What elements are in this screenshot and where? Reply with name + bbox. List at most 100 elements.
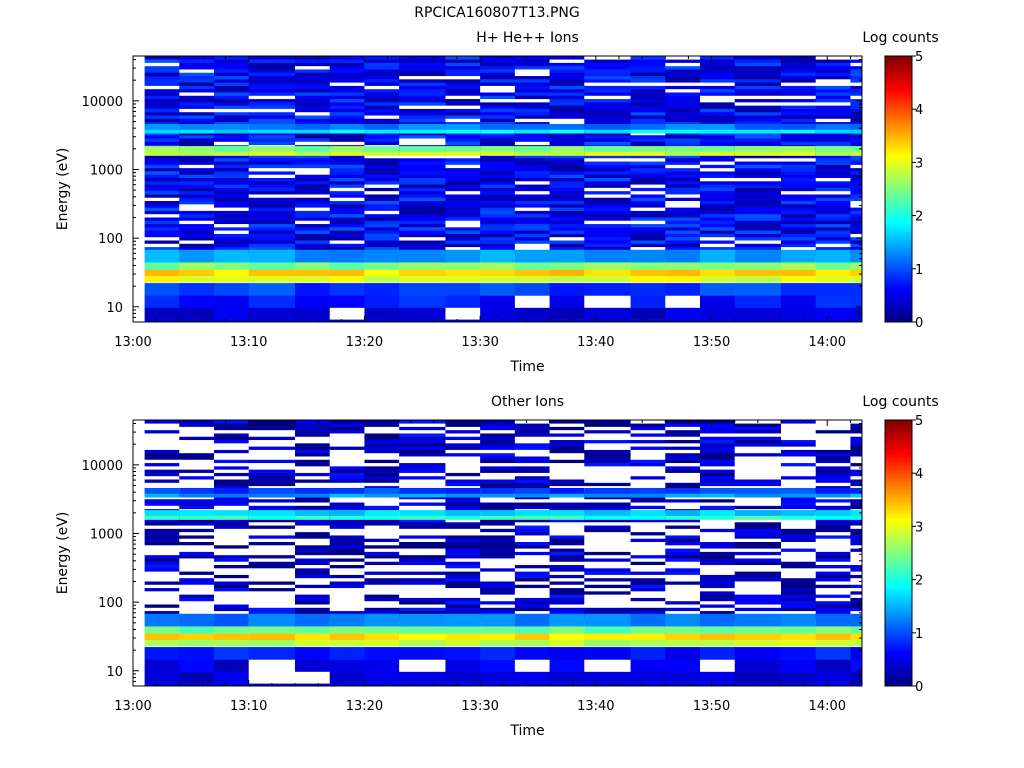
heatmap-cell xyxy=(665,429,701,434)
heatmap-cell xyxy=(399,105,446,109)
colorbar-swatch xyxy=(885,228,912,233)
heatmap-band-cell xyxy=(850,510,863,516)
heatmap-band-cell xyxy=(781,146,817,152)
heatmap-cell xyxy=(734,433,782,437)
heatmap-cell xyxy=(144,108,180,113)
heatmap-cell xyxy=(815,439,851,444)
heatmap-cell xyxy=(364,459,400,464)
heatmap-cell xyxy=(364,65,400,70)
heatmap-band-cell xyxy=(329,647,365,660)
heatmap-cell xyxy=(364,62,400,67)
heatmap-cell xyxy=(480,82,516,86)
heatmap-cell xyxy=(630,217,666,221)
heatmap-cell xyxy=(329,558,365,562)
x-tick-label: 13:20 xyxy=(346,699,383,714)
heatmap-cell xyxy=(665,72,701,77)
colorbar-tick-label: 2 xyxy=(915,210,923,225)
heatmap-cell xyxy=(514,187,551,192)
colorbar-tick-label: 0 xyxy=(915,316,923,331)
heatmap-cell xyxy=(815,102,851,106)
heatmap-band-cell xyxy=(734,249,782,263)
heatmap-cell xyxy=(549,469,585,473)
heatmap-cell xyxy=(815,604,851,608)
heatmap-cell xyxy=(665,528,701,533)
heatmap-cell xyxy=(179,502,215,506)
heatmap-cell xyxy=(630,525,666,529)
heatmap-cell xyxy=(295,177,331,182)
heatmap-cell xyxy=(781,554,817,559)
heatmap-cell xyxy=(214,220,250,225)
heatmap-cell xyxy=(399,210,446,215)
colorbar-swatch xyxy=(885,311,912,315)
heatmap-cell xyxy=(329,197,365,202)
colorbar-frame xyxy=(884,419,913,687)
heatmap-cell xyxy=(214,683,250,686)
heatmap-band-cell xyxy=(480,514,516,520)
heatmap-cell xyxy=(445,433,481,437)
heatmap-cell xyxy=(399,65,446,70)
colorbar-swatch xyxy=(885,563,912,567)
heatmap-cell xyxy=(295,564,331,569)
heatmap-cell xyxy=(445,161,481,165)
heatmap-band-cell xyxy=(364,249,400,263)
heatmap-cell xyxy=(295,577,331,582)
heatmap-cell xyxy=(549,683,585,686)
heatmap-cell xyxy=(248,233,296,238)
heatmap-cell xyxy=(815,69,851,73)
heatmap-cell xyxy=(734,161,782,165)
colorbar-swatch xyxy=(885,141,912,145)
heatmap-cell xyxy=(214,498,250,503)
heatmap-cell xyxy=(781,220,817,225)
heatmap-cell xyxy=(700,174,736,179)
heatmap-cell xyxy=(700,521,736,526)
heatmap-cell xyxy=(179,111,215,116)
heatmap-cell xyxy=(584,69,632,73)
heatmap-band-cell xyxy=(480,249,516,263)
heatmap-cell xyxy=(295,554,331,559)
y-tick-label: 100 xyxy=(98,232,123,247)
colorbar-swatch xyxy=(885,547,912,551)
heatmap-cell xyxy=(734,233,782,238)
heatmap-cell xyxy=(665,197,701,202)
heatmap-cell xyxy=(549,88,585,93)
heatmap-cell xyxy=(480,161,516,165)
heatmap-cell xyxy=(850,574,863,579)
colorbar-swatch xyxy=(885,624,912,628)
heatmap-cell xyxy=(781,164,817,169)
heatmap-cell xyxy=(734,535,782,539)
heatmap-band-cell xyxy=(214,659,250,672)
heatmap-cell xyxy=(329,581,365,585)
heatmap-cell xyxy=(584,85,632,90)
heatmap-cell xyxy=(480,551,516,556)
heatmap-cell xyxy=(144,82,180,86)
heatmap-band-cell xyxy=(630,127,666,134)
heatmap-cell xyxy=(214,240,250,244)
heatmap-cell xyxy=(630,210,666,215)
heatmap-cell xyxy=(144,683,180,686)
colorbar-swatch xyxy=(885,234,912,238)
heatmap-cell xyxy=(144,138,180,142)
heatmap-band-cell xyxy=(734,487,782,494)
heatmap-cell xyxy=(781,59,817,63)
colorbar-swatch xyxy=(885,430,912,434)
heatmap-cell xyxy=(549,217,585,221)
heatmap-cell xyxy=(480,118,516,123)
heatmap-cell xyxy=(179,217,215,221)
heatmap-band-cell xyxy=(179,510,215,516)
heatmap-cell xyxy=(630,594,666,598)
heatmap-cell xyxy=(445,561,481,566)
heatmap-band-cell xyxy=(549,613,585,627)
heatmap-cell xyxy=(214,95,250,100)
colorbar-tick-label: 4 xyxy=(915,103,923,118)
heatmap-cell xyxy=(584,223,632,228)
colorbar-swatch xyxy=(885,61,912,65)
heatmap-cell xyxy=(815,456,851,460)
heatmap-cell xyxy=(514,436,551,441)
heatmap-band-cell xyxy=(700,514,736,520)
heatmap-cell xyxy=(295,498,331,503)
heatmap-cell xyxy=(179,443,215,447)
heatmap-cell xyxy=(399,204,446,208)
heatmap-cell xyxy=(445,118,481,123)
heatmap-cell xyxy=(584,571,632,575)
colorbar-swatch xyxy=(885,154,912,158)
